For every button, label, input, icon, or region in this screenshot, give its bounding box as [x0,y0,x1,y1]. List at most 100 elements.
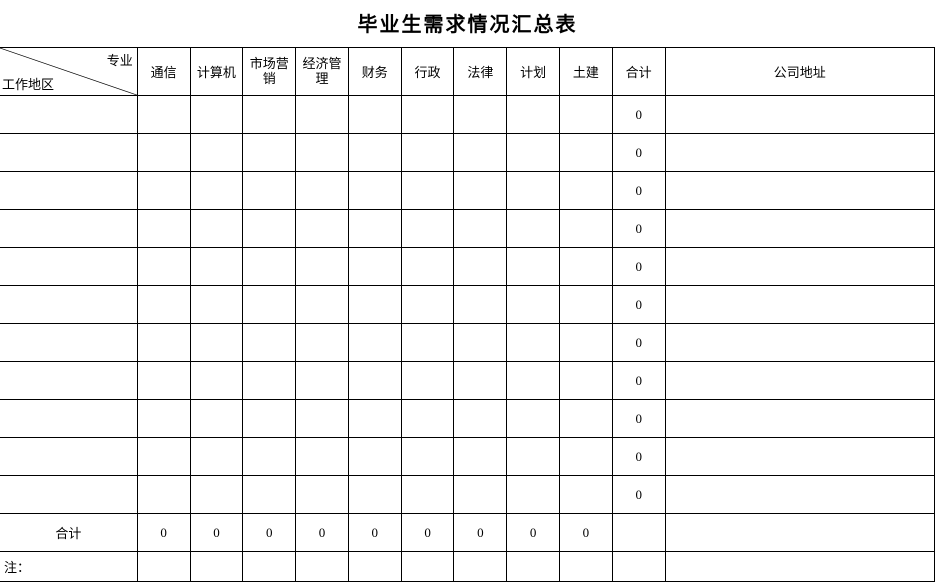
cell [348,134,401,172]
total-cell: 0 [243,514,296,552]
col-header: 行政 [401,48,454,96]
cell [296,210,349,248]
cell [401,476,454,514]
cell [190,210,243,248]
cell [665,286,934,324]
cell [560,362,613,400]
cell [137,476,190,514]
cell [560,324,613,362]
cell [507,210,560,248]
cell [454,438,507,476]
cell [0,248,137,286]
col-header: 市场营销 [243,48,296,96]
table-row: 0 [0,438,935,476]
total-cell: 0 [296,514,349,552]
cell [507,362,560,400]
cell: 0 [612,286,665,324]
cell [507,400,560,438]
cell [560,172,613,210]
cell [243,400,296,438]
cell [190,134,243,172]
cell [137,248,190,286]
cell [560,248,613,286]
cell [507,134,560,172]
cell [401,286,454,324]
footer-cell [560,552,613,582]
cell [190,286,243,324]
col-header: 经济管理 [296,48,349,96]
cell: 0 [612,438,665,476]
cell [190,96,243,134]
table-row: 0 [0,134,935,172]
footer-row: 注： [0,552,935,582]
col-header: 公司地址 [665,48,934,96]
cell [243,172,296,210]
cell [296,134,349,172]
cell [296,172,349,210]
col-header: 通信 [137,48,190,96]
cell [348,286,401,324]
cell [137,362,190,400]
diag-bottom-label: 工作地区 [2,74,54,93]
cell [296,248,349,286]
cell [190,400,243,438]
cell [507,172,560,210]
total-cell: 0 [190,514,243,552]
cell [137,134,190,172]
cell [296,324,349,362]
cell [454,476,507,514]
diag-top-label: 专业 [107,50,133,69]
footer-cell [348,552,401,582]
cell [454,400,507,438]
cell [507,248,560,286]
cell [560,400,613,438]
cell [665,248,934,286]
col-header: 计算机 [190,48,243,96]
cell [0,362,137,400]
cell [243,96,296,134]
footer-cell [507,552,560,582]
footer-cell [454,552,507,582]
cell [560,438,613,476]
table-row: 0 [0,96,935,134]
table-row: 0 [0,286,935,324]
table-row: 0 [0,172,935,210]
cell [560,134,613,172]
total-cell: 0 [507,514,560,552]
cell [137,96,190,134]
cell [507,286,560,324]
cell [348,438,401,476]
cell [0,134,137,172]
diagonal-header: 专业 工作地区 [0,48,137,96]
cell [560,476,613,514]
cell [454,248,507,286]
footer-cell [137,552,190,582]
table-row: 0 [0,210,935,248]
cell [401,248,454,286]
cell [190,362,243,400]
cell: 0 [612,324,665,362]
cell [560,96,613,134]
cell [137,210,190,248]
cell [348,400,401,438]
cell [137,438,190,476]
cell [507,438,560,476]
cell: 0 [612,210,665,248]
cell [190,248,243,286]
summary-table: 专业 工作地区 通信 计算机 市场营销 经济管理 财务 行政 法律 计划 土建 … [0,47,935,582]
cell [401,438,454,476]
cell: 0 [612,172,665,210]
total-cell [612,514,665,552]
cell [0,324,137,362]
cell [454,172,507,210]
cell [0,286,137,324]
footer-cell [401,552,454,582]
cell [348,172,401,210]
cell [190,438,243,476]
cell [137,400,190,438]
cell [296,438,349,476]
footer-cell [243,552,296,582]
cell [0,210,137,248]
cell [665,210,934,248]
col-header: 土建 [560,48,613,96]
